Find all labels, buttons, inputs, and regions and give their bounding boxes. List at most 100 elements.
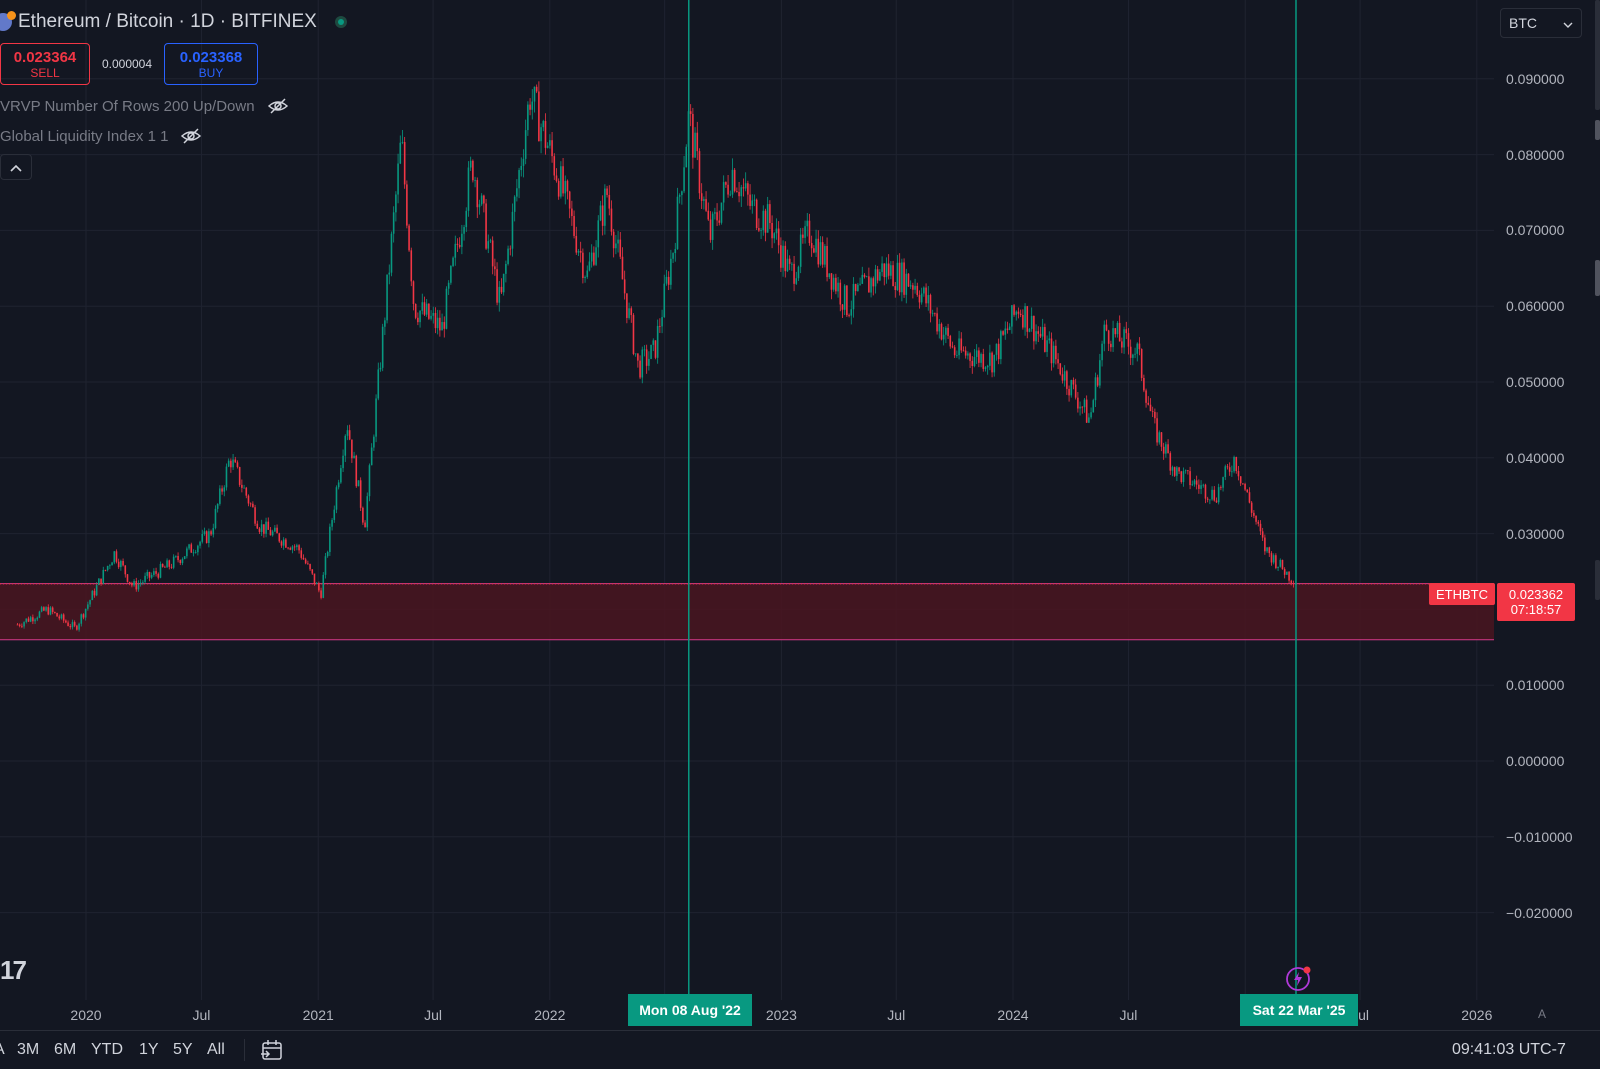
candle-body bbox=[791, 263, 793, 265]
candle-body bbox=[564, 180, 567, 194]
candle-body bbox=[656, 325, 659, 358]
candle-body bbox=[815, 238, 817, 253]
candle-body bbox=[223, 487, 226, 492]
hidden-eye-icon[interactable] bbox=[180, 128, 202, 144]
candle-body bbox=[89, 600, 91, 605]
candle-body bbox=[390, 233, 393, 273]
go-to-date-icon[interactable] bbox=[260, 1038, 284, 1062]
candle-body bbox=[898, 262, 901, 293]
market-open-status-icon[interactable] bbox=[334, 16, 347, 28]
candle-body bbox=[302, 557, 305, 560]
candle-body bbox=[1182, 471, 1185, 483]
candle-body bbox=[782, 245, 784, 268]
candle-body bbox=[1050, 338, 1053, 364]
symbol-row: Ethereum / Bitcoin · 1D · BITFINEX bbox=[0, 8, 347, 36]
range-ytd-button[interactable]: YTD bbox=[91, 1041, 123, 1058]
candle-body bbox=[571, 208, 573, 217]
price-tick-label: 0.000000 bbox=[1506, 753, 1565, 769]
candle-body bbox=[476, 180, 479, 208]
candle-body bbox=[832, 277, 835, 290]
sell-label: SELL bbox=[30, 65, 60, 80]
scroll-handle[interactable] bbox=[1595, 120, 1600, 140]
candle-body bbox=[740, 187, 743, 197]
candle-body bbox=[27, 618, 30, 622]
candle-body bbox=[916, 285, 919, 295]
candle-body bbox=[274, 527, 276, 532]
candle-body bbox=[71, 622, 74, 628]
range-3m-button[interactable]: 3M bbox=[17, 1041, 40, 1058]
candle-body bbox=[100, 578, 102, 584]
panel-toggle-handle[interactable] bbox=[1595, 260, 1600, 296]
candle-body bbox=[1127, 333, 1130, 347]
candle-body bbox=[1268, 547, 1271, 554]
candle-body bbox=[619, 239, 622, 257]
candle-body bbox=[150, 574, 153, 578]
range-5y-button[interactable]: 5Y bbox=[173, 1041, 193, 1058]
hidden-eye-icon[interactable] bbox=[267, 98, 289, 114]
candle-body bbox=[544, 121, 547, 148]
scroll-handle[interactable] bbox=[1595, 560, 1600, 600]
candle-body bbox=[522, 158, 525, 166]
candle-body bbox=[648, 358, 650, 366]
candle-body bbox=[351, 439, 353, 459]
candle-body bbox=[1048, 338, 1051, 341]
candle-body bbox=[135, 581, 138, 590]
auto-scale-button[interactable]: A bbox=[1537, 1007, 1546, 1021]
price-tick-label: 0.050000 bbox=[1506, 374, 1565, 390]
candle-body bbox=[762, 210, 765, 231]
time-tick-label: Jul bbox=[192, 1007, 211, 1023]
range-1m-button[interactable]: A bbox=[0, 1041, 5, 1059]
clock-timezone[interactable]: 09:41:03 UTC-7 bbox=[1452, 1041, 1566, 1058]
candle-body bbox=[1110, 343, 1112, 348]
vertical-lines bbox=[688, 0, 1297, 994]
range-all-button[interactable]: All bbox=[207, 1041, 225, 1058]
candle-body bbox=[1222, 477, 1224, 488]
candle-body bbox=[296, 545, 298, 548]
candle-body bbox=[234, 459, 237, 463]
candle-body bbox=[322, 574, 325, 598]
tradingview-logo[interactable]: 17 bbox=[0, 955, 27, 985]
candle-body bbox=[403, 142, 406, 185]
candle-body bbox=[1195, 480, 1198, 485]
scroll-handle[interactable] bbox=[1595, 0, 1600, 110]
currency-select[interactable]: BTC bbox=[1500, 8, 1582, 38]
candle-body bbox=[859, 283, 861, 285]
lightning-alert-icon[interactable] bbox=[1285, 964, 1313, 992]
candle-body bbox=[254, 507, 256, 524]
candle-body bbox=[538, 91, 540, 142]
candle-body bbox=[846, 285, 848, 316]
candle-body bbox=[454, 243, 457, 258]
candle-body bbox=[337, 482, 340, 488]
candle-body bbox=[388, 272, 391, 275]
candle-body bbox=[573, 216, 575, 236]
sell-button[interactable]: 0.023364 SELL bbox=[0, 43, 90, 85]
candle-body bbox=[201, 533, 204, 542]
candle-body bbox=[771, 222, 773, 239]
candle-body bbox=[406, 184, 408, 226]
candle-body bbox=[1147, 402, 1150, 405]
candle-body bbox=[58, 616, 61, 619]
candle-body bbox=[1202, 484, 1205, 486]
symbol-title[interactable]: Ethereum / Bitcoin · 1D · BITFINEX bbox=[18, 11, 317, 32]
bar-countdown: 07:18:57 bbox=[1510, 602, 1562, 617]
candle-body bbox=[885, 263, 888, 278]
candle-body bbox=[802, 234, 804, 238]
candle-body bbox=[991, 352, 993, 373]
crosshair-date-tag-mar-2025: Sat 22 Mar '25 bbox=[1240, 994, 1358, 1026]
last-price-tag: 0.023362 07:18:57 bbox=[1497, 583, 1575, 621]
candle-body bbox=[1173, 467, 1176, 476]
range-1y-button[interactable]: 1Y bbox=[139, 1041, 159, 1058]
candle-body bbox=[324, 556, 327, 575]
indicator-global-liquidity[interactable]: Global Liquidity Index 1 1 bbox=[0, 124, 202, 148]
candle-body bbox=[155, 571, 157, 574]
candle-body bbox=[1178, 467, 1180, 472]
buy-button[interactable]: 0.023368 BUY bbox=[164, 43, 258, 85]
candle-body bbox=[689, 111, 692, 114]
indicator-vrvp[interactable]: VRVP Number Of Rows 200 Up/Down bbox=[0, 94, 289, 118]
collapse-legend-button[interactable] bbox=[0, 154, 32, 180]
price-axis[interactable]: 0.090000 0.080000 0.070000 0.060000 0.050000… bbox=[1494, 0, 1600, 1010]
range-6m-button[interactable]: 6M bbox=[54, 1041, 77, 1058]
candle-body bbox=[98, 578, 100, 586]
candle-body bbox=[654, 340, 657, 358]
